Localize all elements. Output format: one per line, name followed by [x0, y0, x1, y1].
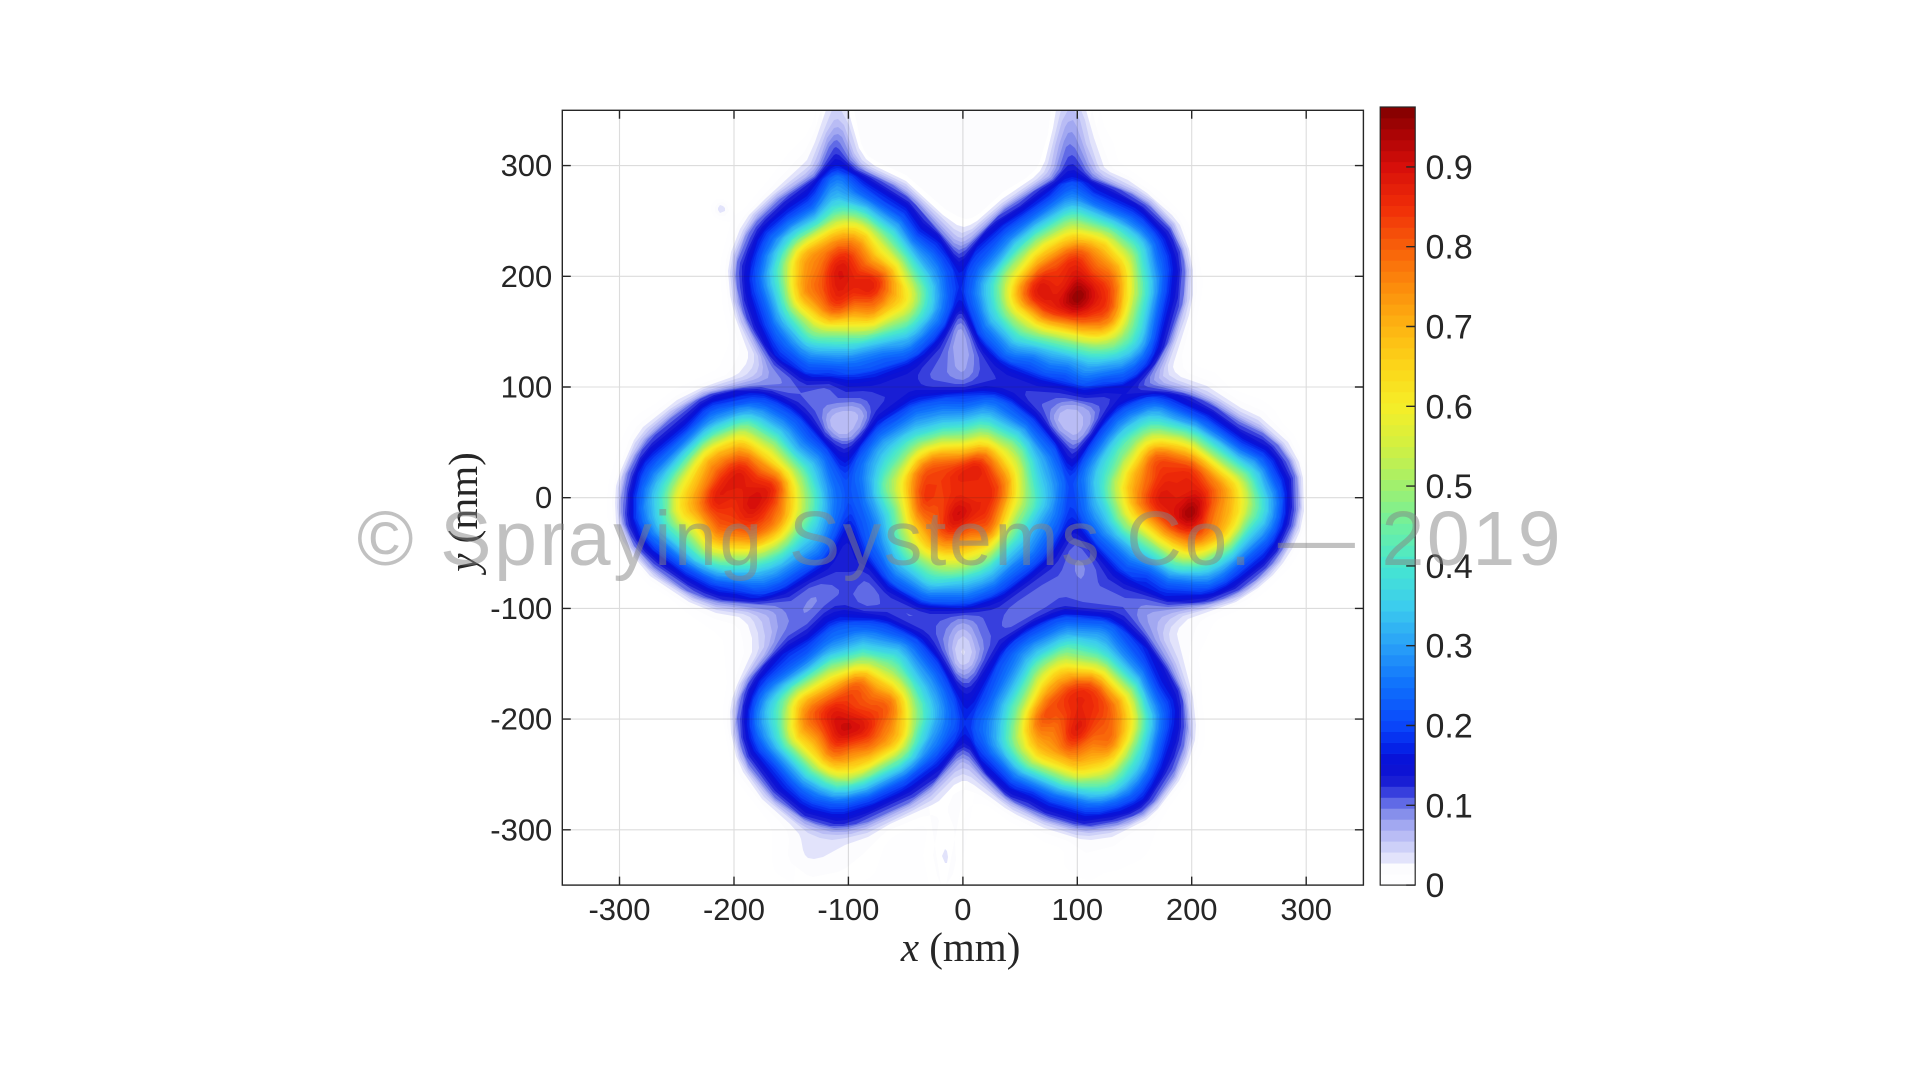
- svg-text:200: 200: [501, 259, 553, 294]
- svg-text:0.5: 0.5: [1426, 468, 1473, 506]
- svg-text:0.3: 0.3: [1426, 628, 1473, 666]
- svg-text:© Spraying Systems Co. — 2019: © Spraying Systems Co. — 2019: [357, 496, 1563, 582]
- svg-text:0.7: 0.7: [1426, 309, 1473, 347]
- svg-text:y (mm): y (mm): [440, 452, 486, 576]
- svg-text:0: 0: [1426, 867, 1445, 905]
- svg-text:0.1: 0.1: [1426, 787, 1473, 825]
- svg-text:0: 0: [954, 892, 971, 927]
- svg-text:-100: -100: [490, 591, 552, 626]
- svg-text:-200: -200: [490, 702, 552, 737]
- svg-text:100: 100: [1051, 892, 1103, 927]
- svg-text:200: 200: [1166, 892, 1218, 927]
- svg-text:0.8: 0.8: [1426, 229, 1473, 267]
- svg-text:0.4: 0.4: [1426, 548, 1473, 586]
- svg-text:0: 0: [535, 480, 552, 515]
- svg-text:0.6: 0.6: [1426, 388, 1473, 426]
- svg-text:300: 300: [1280, 892, 1332, 927]
- svg-text:x (mm): x (mm): [900, 924, 1021, 970]
- svg-text:100: 100: [501, 370, 553, 405]
- svg-text:0.2: 0.2: [1426, 708, 1473, 746]
- svg-text:300: 300: [501, 148, 553, 183]
- svg-text:-100: -100: [817, 892, 879, 927]
- svg-text:-300: -300: [490, 812, 552, 847]
- svg-text:-200: -200: [703, 892, 765, 927]
- svg-text:0.9: 0.9: [1426, 149, 1473, 187]
- svg-text:-300: -300: [588, 892, 650, 927]
